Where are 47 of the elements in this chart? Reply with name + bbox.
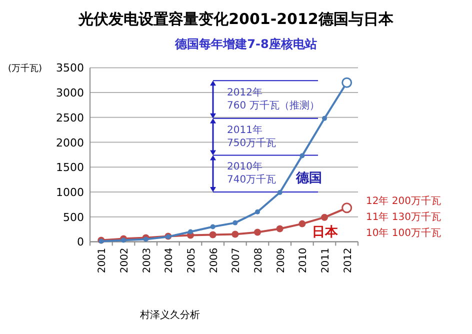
x-tick-label: 2006 <box>208 248 220 274</box>
band-label: 2010年 740万千瓦 <box>227 162 276 186</box>
x-tick-label: 2008 <box>254 248 264 274</box>
band-label: 2011年 750万千瓦 <box>227 124 276 149</box>
x-tick-label: 2003 <box>142 248 153 274</box>
point <box>322 116 327 121</box>
point <box>121 238 126 243</box>
x-tick-label: 2002 <box>120 248 130 274</box>
x-tick-label: 2005 <box>186 248 198 274</box>
point <box>277 190 282 195</box>
y-tick-label: 2500 <box>56 111 84 124</box>
x-tick-label: 2004 <box>164 248 176 274</box>
x-tick-label: 2011 <box>320 248 332 274</box>
text: 村泽义久分析 <box>139 309 200 321</box>
x-tick-label: 2007 <box>231 248 242 274</box>
y-tick-label: 0 <box>77 236 84 249</box>
band-label: 2012年 760 万千瓦（推测） <box>227 88 320 112</box>
x-tick-label: 2012 <box>342 248 354 274</box>
point <box>254 228 261 236</box>
series-label: 德国 <box>295 171 322 186</box>
point <box>232 230 239 238</box>
point <box>143 236 148 242</box>
point <box>210 224 216 230</box>
point <box>255 209 260 214</box>
x-tick-label: 2010 <box>298 248 310 274</box>
y-tick-label: 2000 <box>56 136 84 150</box>
text: 12年 200万千瓦 <box>366 195 441 207</box>
y-tick-label: 3500 <box>56 62 84 75</box>
y-tick-label: 500 <box>63 210 84 224</box>
point <box>232 220 238 226</box>
y-tick-label: 1000 <box>56 186 84 199</box>
y-axis-title: (万千瓦) <box>8 63 42 74</box>
text: 11年 130万千瓦 <box>366 211 441 223</box>
point <box>321 214 328 221</box>
point <box>298 220 306 228</box>
chart-title: 光伏发电设置容量变化2001-2012德国与日本 <box>78 10 394 28</box>
x-tick-label: 2001 <box>97 248 108 274</box>
x-tick-label: 2009 <box>276 248 287 274</box>
point <box>300 153 305 158</box>
point <box>209 231 216 238</box>
series-label: 日本 <box>312 225 339 240</box>
point <box>188 229 193 234</box>
text: 10年 100万千瓦 <box>366 227 441 239</box>
y-tick-label: 3000 <box>56 86 84 100</box>
y-tick-label: 1500 <box>56 161 84 174</box>
point <box>276 225 284 232</box>
chart-subtitle: 德国每年增建7-8座核电站 <box>174 37 317 51</box>
